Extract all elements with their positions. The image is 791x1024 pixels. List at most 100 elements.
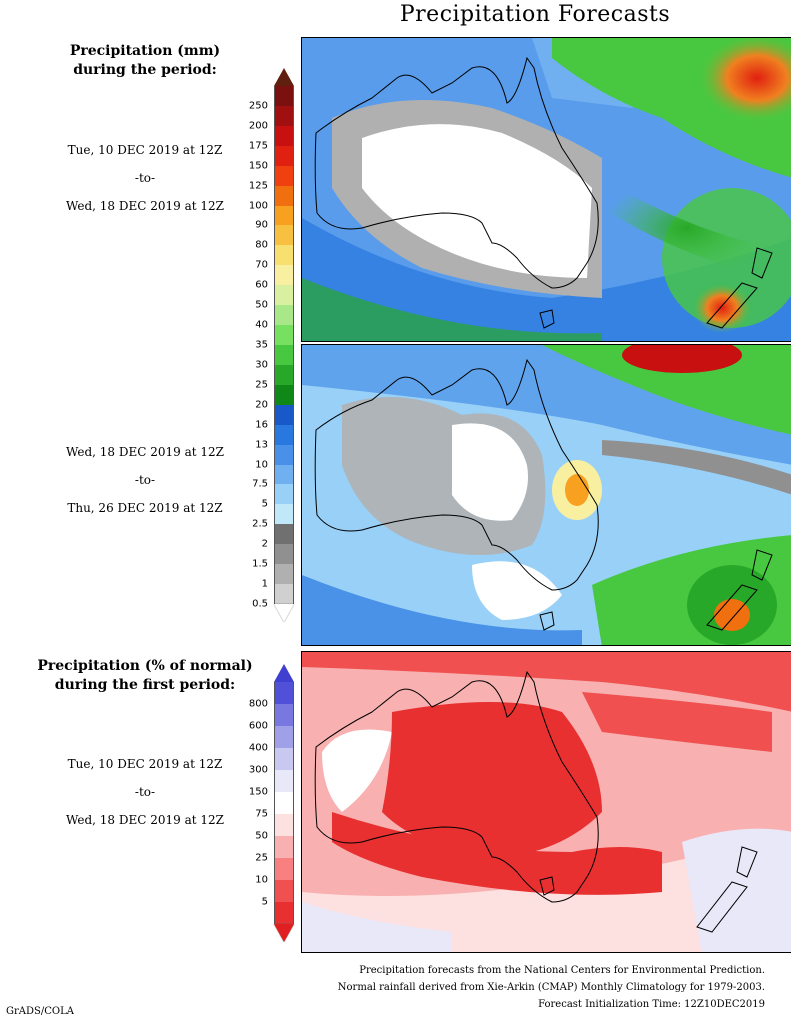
mm-colorbar-color-cell <box>274 484 294 505</box>
mm-legend-title-line2: during the period: <box>73 62 217 78</box>
percent-colorbar-tick-label: 600 <box>248 720 268 732</box>
mm-colorbar-tick-label: 50 <box>255 299 268 311</box>
period-1-to: -to- <box>134 171 156 185</box>
mm-colorbar-tick-label: 7.5 <box>252 478 268 490</box>
period-3-label: Tue, 10 DEC 2019 at 12Z -to- Wed, 18 DEC… <box>40 750 250 834</box>
mm-colorbar-tick-label: 5 <box>261 498 268 510</box>
mm-colorbar-color-cell <box>274 145 294 166</box>
mm-legend-title: Precipitation (mm) during the period: <box>20 42 270 80</box>
mm-colorbar-color-cell <box>274 364 294 385</box>
percent-colorbar-color-cell <box>274 836 294 858</box>
mm-colorbar-tick-label: 13 <box>255 439 268 451</box>
mm-colorbar-color-cell <box>274 105 294 126</box>
precip-map-period-1 <box>301 37 791 342</box>
mm-colorbar-color-cell <box>274 444 294 465</box>
mm-colorbar-tick-label: 70 <box>255 259 268 271</box>
mm-colorbar-tick-label: 200 <box>248 120 268 132</box>
mm-colorbar-tick-label: 2 <box>261 538 268 550</box>
mm-colorbar-tick-label: 125 <box>248 180 268 192</box>
mm-colorbar-tick-label: 1.5 <box>252 558 268 570</box>
mm-colorbar-color-cell <box>274 504 294 525</box>
mm-colorbar-tick-label: 35 <box>255 339 268 351</box>
pct-legend-title: Precipitation (% of normal) during the f… <box>20 657 270 695</box>
mm-colorbar-color-cell <box>274 125 294 146</box>
percent-colorbar-tick-label: 75 <box>255 808 268 820</box>
mm-colorbar: 250 200 175 150 125 100 90 80 70 60 50 40 35 30 25 20 16… <box>249 68 294 622</box>
precip-map-period-2 <box>301 344 791 646</box>
mm-colorbar-color-cell <box>274 185 294 206</box>
percent-colorbar-tick-label: 5 <box>261 896 268 908</box>
percent-colorbar-color-cell <box>274 726 294 748</box>
mm-colorbar-color-cell <box>274 86 294 106</box>
mm-colorbar-tick-label: 2.5 <box>252 518 268 530</box>
percent-colorbar-tick-label: 50 <box>255 830 268 842</box>
mm-legend-title-line1: Precipitation (mm) <box>69 43 221 59</box>
mm-colorbar-tick-label: 150 <box>248 160 268 172</box>
period-3-start: Tue, 10 DEC 2019 at 12Z <box>67 757 223 771</box>
period-2-label: Wed, 18 DEC 2019 at 12Z -to- Thu, 26 DEC… <box>40 438 250 522</box>
percent-colorbar-color-cell <box>274 880 294 902</box>
mm-colorbar-tick-label: 1 <box>261 578 268 590</box>
mm-colorbar-color-cell <box>274 245 294 266</box>
percent-normal-map <box>301 651 791 953</box>
percent-colorbar-tick-label: 150 <box>248 786 268 798</box>
mm-colorbar-color-cell <box>274 384 294 405</box>
mm-colorbar-color-cell <box>274 584 294 605</box>
mm-colorbar-tick-label: 10 <box>255 459 268 471</box>
percent-colorbar-color-cell <box>274 770 294 792</box>
mm-colorbar-tick-label: 250 <box>248 100 268 112</box>
footer-line-3: Forecast Initialization Time: 12Z10DEC20… <box>538 999 765 1010</box>
mm-colorbar-tick-label: 0.5 <box>252 598 268 610</box>
mm-colorbar-color-cell <box>274 345 294 365</box>
mm-colorbar-tick-label: 90 <box>255 219 268 231</box>
percent-colorbar-top-arrow <box>274 664 294 682</box>
page-title: Precipitation Forecasts <box>399 2 671 27</box>
mm-colorbar-color-cell <box>274 305 294 326</box>
mm-colorbar-color-cell <box>274 524 294 545</box>
mm-colorbar-color-cell <box>274 205 294 226</box>
mm-colorbar-color-cell <box>274 165 294 186</box>
percent-colorbar-tick-label: 10 <box>255 874 268 886</box>
grads-credit: GrADS/COLA <box>6 1006 74 1017</box>
percent-colorbar-color-cell <box>274 748 294 770</box>
percent-colorbar-color-cell <box>274 682 294 704</box>
period-1-end: Wed, 18 DEC 2019 at 12Z <box>66 199 224 213</box>
mm-colorbar-color-cell <box>274 265 294 286</box>
percent-colorbar-color-cell <box>274 858 294 880</box>
mm-colorbar-color-cell <box>274 544 294 565</box>
mm-colorbar-tick-label: 60 <box>255 279 268 291</box>
footer-line-1: Precipitation forecasts from the Nationa… <box>359 965 765 976</box>
mm-colorbar-color-cell <box>274 564 294 585</box>
percent-colorbar-color-cell <box>274 814 294 836</box>
percent-colorbar-color-cell <box>274 792 294 814</box>
percent-colorbar-tick-label: 800 <box>248 698 268 710</box>
footer-line-2: Normal rainfall derived from Xie-Arkin (… <box>337 982 765 993</box>
mm-colorbar-color-cell <box>274 404 294 425</box>
mm-colorbar-color-cell <box>274 325 294 346</box>
mm-colorbar-tick-label: 175 <box>248 140 268 152</box>
mm-colorbar-bottom-arrow <box>274 604 294 622</box>
period-3-end: Wed, 18 DEC 2019 at 12Z <box>66 813 224 827</box>
mm-colorbar-tick-label: 25 <box>255 379 268 391</box>
mm-colorbar-top-arrow <box>274 68 294 86</box>
mm-colorbar-tick-label: 16 <box>255 419 268 431</box>
pct-legend-title-line1: Precipitation (% of normal) <box>37 658 253 674</box>
mm-colorbar-color-cell <box>274 225 294 246</box>
percent-colorbar-tick-label: 400 <box>248 742 268 754</box>
mm-colorbar-tick-label: 40 <box>255 319 268 331</box>
percent-colorbar: 800 600 400 300 150 75 50 25 10 5 <box>249 664 294 942</box>
period-3-to: -to- <box>134 785 156 799</box>
mm-colorbar-color-cell <box>274 464 294 485</box>
percent-colorbar-tick-label: 300 <box>248 764 268 776</box>
percent-colorbar-bottom-arrow <box>274 924 294 942</box>
percent-colorbar-tick-label: 25 <box>255 852 268 864</box>
mm-colorbar-tick-label: 20 <box>255 399 268 411</box>
percent-colorbar-color-cell <box>274 902 294 924</box>
period-2-end: Thu, 26 DEC 2019 at 12Z <box>67 501 223 515</box>
percent-colorbar-color-cell <box>274 704 294 726</box>
mm-colorbar-tick-label: 100 <box>248 200 268 212</box>
period-2-to: -to- <box>134 473 156 487</box>
period-1-label: Tue, 10 DEC 2019 at 12Z -to- Wed, 18 DEC… <box>40 136 250 220</box>
period-2-start: Wed, 18 DEC 2019 at 12Z <box>66 445 224 459</box>
footer-notes: Precipitation forecasts from the Nationa… <box>300 962 765 1013</box>
